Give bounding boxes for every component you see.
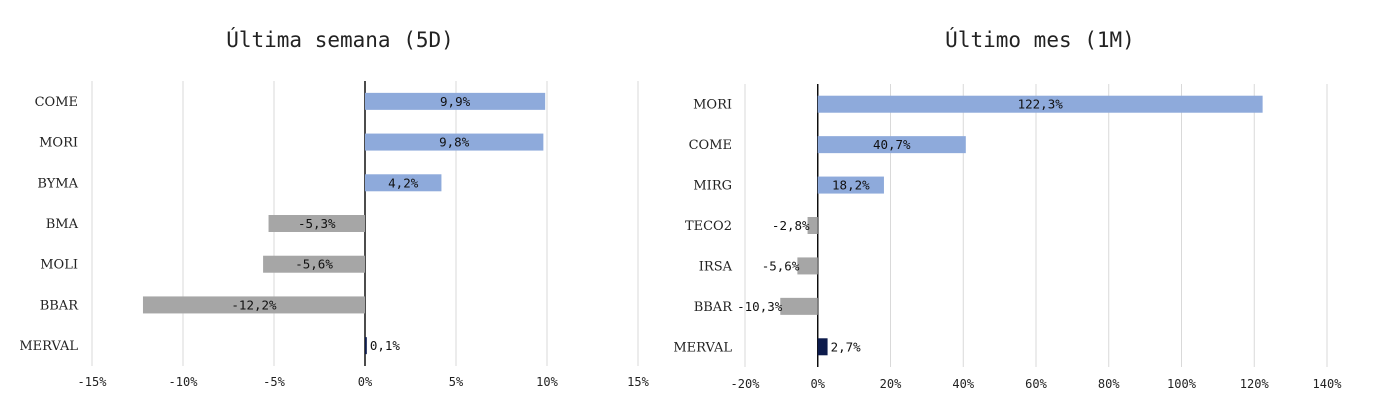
category-label: IRSA [699, 259, 733, 274]
category-label: MORI [39, 136, 78, 151]
x-tick-label: 0% [358, 375, 373, 389]
category-label: BYMA [37, 176, 78, 191]
x-tick-label: 60% [1025, 377, 1047, 391]
x-tick-label: 140% [1313, 377, 1343, 391]
bar-irsa [797, 257, 818, 275]
bar-bbar [142, 296, 365, 314]
category-label: MERVAL [673, 340, 732, 355]
value-label: 4,2% [388, 175, 419, 190]
category-label: BBAR [694, 300, 733, 315]
x-tick-label: 5% [449, 375, 464, 389]
value-label: -2,8% [772, 218, 810, 233]
bar-moli [263, 255, 365, 273]
gridlines [744, 84, 1328, 367]
category-label: MERVAL [19, 339, 78, 354]
x-tick-label: 120% [1240, 377, 1270, 391]
bar-byma [365, 174, 442, 192]
value-label: 0,1% [370, 338, 401, 353]
x-tick-label: -5% [263, 375, 285, 389]
bar-merval [817, 338, 828, 356]
x-tick-label: 80% [1098, 377, 1120, 391]
chart-weekly: Última semana (5D) -15% -10% -5% 0% 5% 10% 15%… [0, 0, 680, 400]
chart-title: Última semana (5D) [226, 28, 454, 52]
chart-weekly-plot: -15% -10% -5% 0% 5% 10% 15% COME 9,9% MORI 9,8% BYM… [19, 81, 650, 389]
bar-come [365, 92, 546, 110]
value-label: 9,8% [439, 135, 470, 150]
x-tick-label: 10% [536, 375, 558, 389]
bar-bma [268, 215, 365, 232]
value-label: -12,2% [231, 297, 277, 312]
category-label: MORI [693, 98, 732, 113]
category-label: COME [689, 138, 732, 153]
chart-title: Último mes (1M) [945, 28, 1135, 52]
value-label: 122,3% [1018, 97, 1064, 112]
category-label: TECO2 [685, 219, 732, 234]
category-label: MOLI [40, 258, 78, 273]
category-label: BBAR [40, 298, 79, 313]
bar-come [817, 136, 966, 154]
bar-bbar [780, 297, 818, 315]
x-tick-label: -20% [731, 377, 761, 391]
value-label: 2,7% [831, 339, 862, 354]
bar-mirg [817, 176, 884, 194]
x-tick-label: 40% [952, 377, 974, 391]
bar-teco2 [807, 217, 818, 234]
chart-monthly: Último mes (1M) -20% 0% 20% 40% 60% 80% 100% 12… [673, 0, 1400, 400]
value-label: 9,9% [440, 94, 471, 109]
x-tick-label: 20% [880, 377, 902, 391]
bar-mori [365, 133, 544, 151]
category-label: COME [35, 95, 78, 110]
value-label: -10,3% [737, 299, 783, 314]
x-tick-label: 15% [627, 375, 649, 389]
value-label: 18,2% [832, 178, 870, 193]
chart-monthly-plot: -20% 0% 20% 40% 60% 80% 100% 120% 140% MORI 122,3%… [673, 84, 1343, 391]
bar-mori [817, 95, 1263, 113]
x-tick-label: 100% [1167, 377, 1197, 391]
value-label: -5,6% [762, 258, 800, 273]
x-tick-label: 0% [811, 377, 826, 391]
value-label: -5,3% [298, 216, 336, 231]
value-label: -5,6% [295, 257, 333, 272]
x-tick-label: -15% [78, 375, 108, 389]
category-label: BMA [46, 217, 79, 232]
bar-merval [365, 337, 367, 355]
category-label: MIRG [693, 179, 732, 194]
value-label: 40,7% [873, 137, 911, 152]
x-tick-label: -10% [169, 375, 199, 389]
